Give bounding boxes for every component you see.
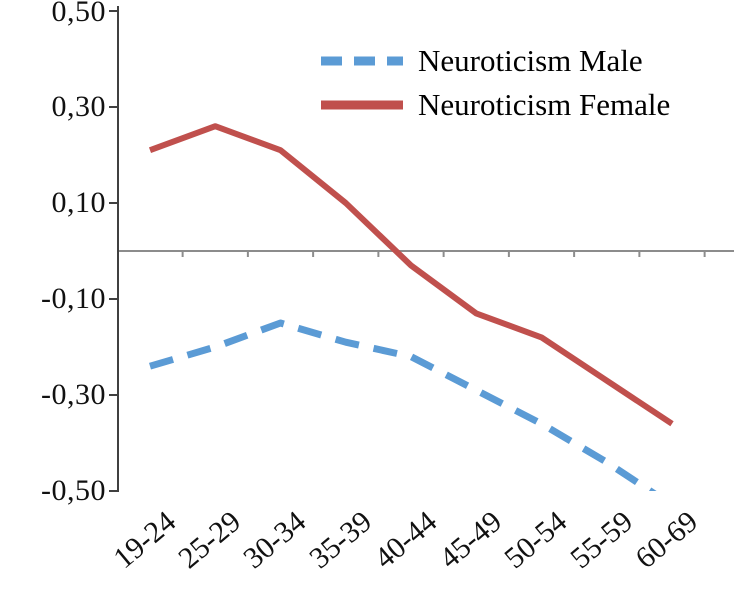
y-axis-tick-label: 0,10 <box>51 186 106 219</box>
legend-item-female: Neuroticism Female <box>318 88 670 122</box>
y-axis-tick-label: -0,30 <box>41 378 106 411</box>
legend-line-sample-dashed-icon <box>321 56 403 66</box>
legend-item-male: Neuroticism Male <box>318 44 670 78</box>
legend-label-female: Neuroticism Female <box>418 87 671 122</box>
y-axis-tick-label: -0,50 <box>41 474 106 507</box>
y-axis-tick-label: 0,30 <box>51 90 106 123</box>
legend-label-male: Neuroticism Male <box>418 43 643 78</box>
y-axis-tick-label: -0,10 <box>41 282 106 315</box>
legend: Neuroticism Male Neuroticism Female <box>318 44 670 122</box>
y-axis-tick-label: 0,50 <box>51 0 106 28</box>
legend-line-sample-solid-icon <box>321 100 403 110</box>
